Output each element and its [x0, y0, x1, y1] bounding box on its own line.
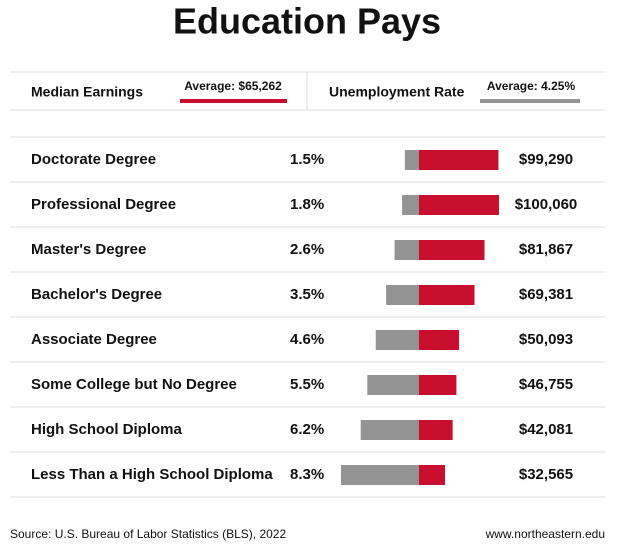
category-label: Less Than a High School Diploma — [31, 466, 273, 483]
earnings-bar — [419, 465, 446, 485]
chart-title: Education Pays — [173, 1, 441, 42]
unemployment-label: 2.6% — [290, 241, 324, 258]
earnings-bar — [419, 420, 453, 440]
legend-label: Median Earnings — [31, 84, 143, 100]
unemployment-label: 6.2% — [290, 421, 324, 438]
earnings-bar — [419, 240, 485, 260]
unemployment-label: 1.5% — [290, 151, 324, 168]
earnings-bar — [419, 285, 475, 305]
legend-average: Average: $65,262 — [184, 79, 282, 93]
website: www.northeastern.edu — [485, 527, 605, 541]
unemployment-label: 5.5% — [290, 376, 324, 393]
legend-label: Unemployment Rate — [329, 84, 465, 100]
earnings-label: $81,867 — [519, 241, 573, 258]
category-label: High School Diploma — [31, 421, 182, 438]
unemployment-bar — [375, 330, 419, 350]
category-label: Associate Degree — [31, 331, 157, 348]
category-label: Doctorate Degree — [31, 151, 156, 168]
category-label: Master's Degree — [31, 241, 146, 258]
unemployment-label: 8.3% — [290, 466, 324, 483]
unemployment-bar — [404, 150, 419, 170]
earnings-bar — [419, 195, 500, 215]
earnings-label: $69,381 — [519, 286, 573, 303]
category-label: Some College but No Degree — [31, 376, 237, 393]
earnings-label: $50,093 — [519, 331, 573, 348]
unemployment-label: 3.5% — [290, 286, 324, 303]
earnings-bar — [419, 330, 460, 350]
legend-average: Average: 4.25% — [487, 79, 576, 93]
earnings-bar — [419, 375, 457, 395]
legend-swatch — [480, 99, 580, 103]
category-label: Bachelor's Degree — [31, 286, 162, 303]
earnings-bar — [419, 150, 499, 170]
unemployment-bar — [394, 240, 419, 260]
legend-swatch — [180, 99, 287, 103]
unemployment-bar — [367, 375, 419, 395]
earnings-label: $99,290 — [519, 151, 573, 168]
category-label: Professional Degree — [31, 196, 176, 213]
unemployment-label: 1.8% — [290, 196, 324, 213]
unemployment-label: 4.6% — [290, 331, 324, 348]
unemployment-bar — [386, 285, 419, 305]
source: Source: U.S. Bureau of Labor Statistics … — [10, 527, 286, 541]
unemployment-bar — [340, 465, 419, 485]
earnings-label: $32,565 — [519, 466, 573, 483]
unemployment-bar — [402, 195, 419, 215]
earnings-label: $100,060 — [515, 196, 578, 213]
earnings-label: $46,755 — [519, 376, 573, 393]
earnings-label: $42,081 — [519, 421, 573, 438]
unemployment-bar — [360, 420, 419, 440]
